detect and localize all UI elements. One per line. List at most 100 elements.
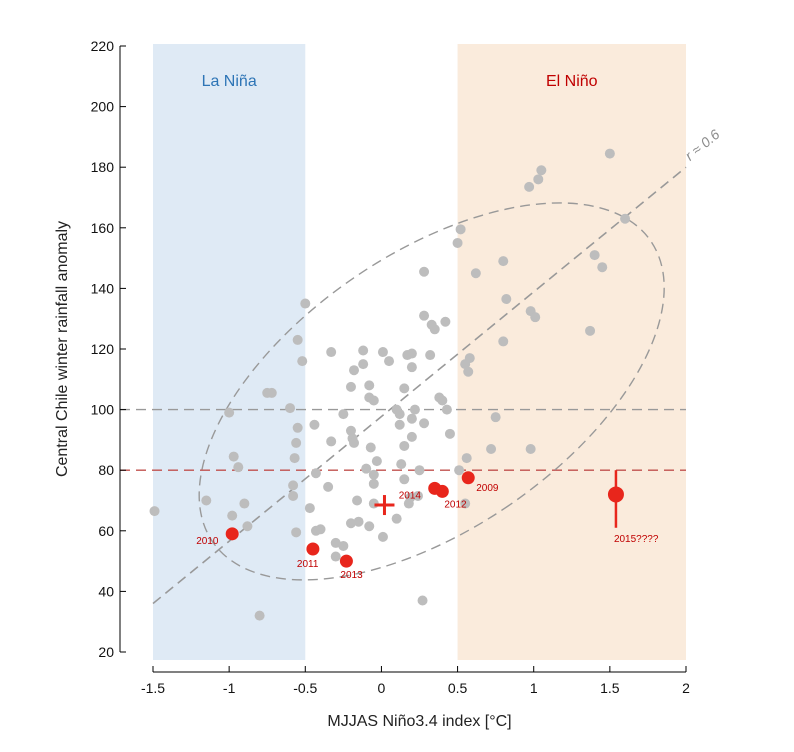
data-point (352, 495, 363, 506)
data-point (309, 419, 320, 430)
data-point (338, 409, 349, 420)
data-point (604, 148, 615, 159)
data-point (297, 356, 308, 367)
data-point (377, 531, 388, 542)
data-point (498, 256, 509, 267)
data-point (201, 495, 212, 506)
el-nino-region (457, 44, 686, 660)
highlight-label-2010: 2010 (196, 536, 219, 547)
y-tick-label: 40 (98, 583, 114, 599)
data-point (285, 403, 296, 414)
data-point (460, 498, 471, 509)
highlight-point-2009 (461, 471, 475, 485)
data-point (419, 310, 430, 321)
reference-line-layer (120, 166, 687, 605)
x-tick-label: -1.5 (141, 680, 165, 696)
data-point (452, 237, 463, 248)
data-point (364, 380, 375, 391)
data-point (597, 262, 608, 273)
data-point (358, 345, 369, 356)
data-point (361, 463, 372, 474)
data-point (149, 506, 160, 517)
y-tick-label: 80 (98, 462, 114, 478)
data-point-layer: 2010 2011 2013 2014 2012 2009 2015???? (149, 148, 659, 621)
data-point (409, 404, 420, 415)
data-point (310, 468, 321, 479)
data-point (315, 524, 326, 535)
data-point (288, 490, 299, 501)
data-point (254, 610, 265, 621)
data-point (437, 395, 448, 406)
data-point (292, 422, 303, 433)
highlight-label-2009: 2009 (476, 483, 499, 494)
data-point (394, 409, 405, 420)
data-point (419, 418, 430, 429)
data-point (533, 174, 544, 185)
data-point (391, 513, 402, 524)
data-point (364, 521, 375, 532)
data-point (440, 316, 451, 327)
data-point (412, 490, 423, 501)
regression-line (152, 166, 687, 605)
highlight-point-2012 (435, 484, 449, 498)
correlation-label: r ≈ 0.6 (682, 126, 723, 164)
data-point (326, 347, 337, 358)
data-point (406, 431, 417, 442)
data-point (326, 436, 337, 447)
data-point (338, 540, 349, 551)
data-point (288, 480, 299, 491)
data-point (365, 442, 376, 453)
data-point (224, 407, 235, 418)
data-point (399, 383, 410, 394)
highlight-point-2011 (306, 542, 320, 556)
x-tick-label: 0 (378, 680, 386, 696)
y-tick-label: 20 (98, 644, 114, 660)
data-point (345, 425, 356, 436)
estimate-label-2015: 2015???? (614, 534, 659, 545)
highlight-label-2012: 2012 (444, 499, 467, 510)
data-point (417, 595, 428, 606)
data-point (292, 334, 303, 345)
data-point (406, 413, 417, 424)
data-point (330, 537, 341, 548)
data-point (368, 498, 379, 509)
data-point (396, 459, 407, 470)
x-tick-label: -1 (223, 680, 236, 696)
data-point (486, 443, 497, 454)
data-point (406, 348, 417, 359)
x-tick-label: 1 (530, 680, 538, 696)
data-point (414, 465, 425, 476)
y-tick-label: 120 (91, 341, 115, 357)
y-tick-label: 60 (98, 523, 114, 539)
data-point (345, 518, 356, 529)
x-tick-label: 1.5 (600, 680, 620, 696)
y-tick-label: 220 (91, 38, 115, 54)
data-point (524, 181, 535, 192)
data-point (377, 347, 388, 358)
data-point (530, 312, 541, 323)
la-nina-label: La Niña (202, 73, 257, 90)
data-point (291, 437, 302, 448)
data-point (349, 437, 360, 448)
data-point (368, 478, 379, 489)
estimate-point-2015 (607, 486, 624, 503)
data-point (525, 443, 536, 454)
data-point (461, 453, 472, 464)
data-point (304, 503, 315, 514)
x-tick-label: 0.5 (448, 680, 468, 696)
label-layer: La Niña El Niño r ≈ 0.6 MJJAS Niño3.4 in… (54, 73, 723, 730)
data-point (289, 453, 300, 464)
data-point (399, 440, 410, 451)
data-point (460, 359, 471, 370)
data-point (358, 359, 369, 370)
y-tick-label: 200 (91, 99, 115, 115)
highlight-label-2013: 2013 (340, 570, 363, 581)
data-point (227, 510, 238, 521)
data-point (266, 387, 277, 398)
data-point (345, 381, 356, 392)
y-tick-label: 140 (91, 280, 115, 296)
data-point (353, 516, 364, 527)
data-point (441, 404, 452, 415)
data-point (349, 365, 360, 376)
